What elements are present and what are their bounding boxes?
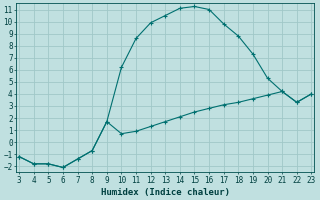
X-axis label: Humidex (Indice chaleur): Humidex (Indice chaleur) [101,188,230,197]
